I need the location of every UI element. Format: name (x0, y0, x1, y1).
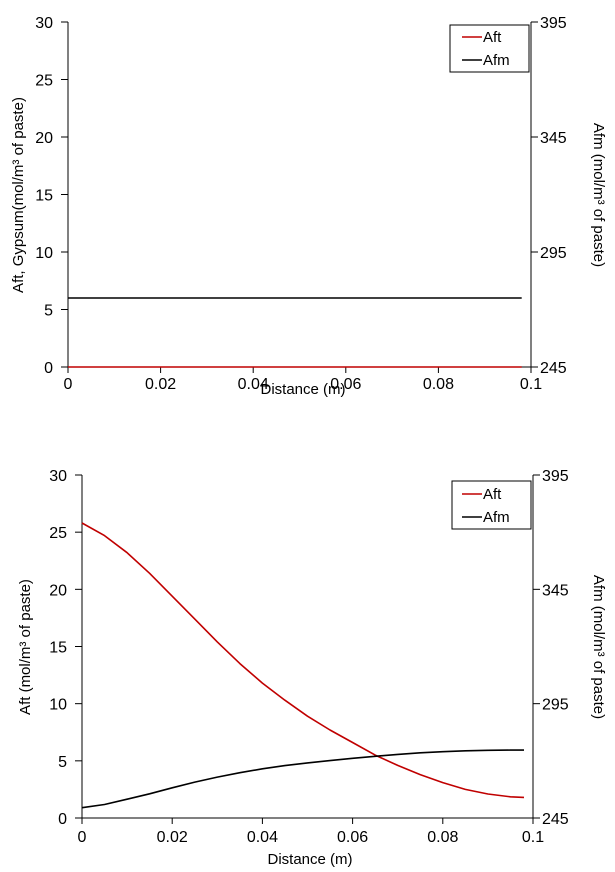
top-y-tick-label: 25 (35, 73, 53, 90)
top-y2-axis-label: Afm (mol/m³ of paste) (590, 123, 607, 267)
top-y-tick-label: 15 (35, 188, 53, 205)
bottom-series-aft-line (81, 522, 525, 799)
top-x-tick-label: 0.02 (145, 376, 176, 393)
top-legend-box (449, 24, 530, 73)
top-x-tick-label: 0.08 (423, 376, 454, 393)
bottom-y-tick-label: 30 (49, 468, 67, 485)
bottom-x-tick-label: 0 (78, 829, 87, 846)
top-y-axis-label: Aft, Gypsum(mol/m³ of paste) (10, 97, 27, 293)
top-chart: 0 5 10 15 20 25 30 245 295 345 395 0 0.02 0.04 0.06 0… (10, 15, 607, 398)
top-y2-tick-label: 295 (540, 245, 567, 262)
bottom-x-tick-label: 0.02 (157, 829, 188, 846)
top-y-tick-label: 30 (35, 15, 53, 32)
bottom-legend-afm-label: Afm (483, 509, 510, 526)
bottom-legend: Aft Afm (451, 480, 532, 530)
top-y-tick-label: 0 (44, 360, 53, 377)
bottom-x-tick-label: 0.08 (427, 829, 458, 846)
bottom-y2-tick-label: 295 (542, 697, 569, 714)
bottom-x-tick-label: 0.04 (247, 829, 278, 846)
top-legend: Aft Afm (449, 24, 530, 73)
bottom-y2-axis-label: Afm (mol/m³ of paste) (590, 575, 607, 719)
bottom-x-tick-label: 0.1 (522, 829, 544, 846)
bottom-y2-tick-label: 345 (542, 582, 569, 599)
bottom-y-tick-label: 20 (49, 582, 67, 599)
bottom-y2-tick-label: 395 (542, 468, 569, 485)
top-y-tick-label: 5 (44, 303, 53, 320)
bottom-series-afm-line (81, 749, 524, 809)
top-x-tick-label: 0.06 (330, 376, 361, 393)
bottom-y-tick-label: 10 (49, 697, 67, 714)
bottom-y-axis-label: Aft (mol/m³ of paste) (17, 579, 34, 715)
bottom-chart: 0 5 10 15 20 25 30 245 295 345 395 0 0.02 0.04 0.06 0… (17, 468, 607, 868)
bottom-y-tick-label: 0 (58, 811, 67, 828)
top-legend-afm-label: Afm (483, 52, 510, 69)
top-x-axis-label: Distance (m) (260, 381, 345, 398)
top-legend-aft-label: Aft (483, 29, 502, 46)
top-y-tick-label: 20 (35, 130, 53, 147)
bottom-y-tick-label: 15 (49, 640, 67, 657)
top-y2-tick-label: 245 (540, 360, 567, 377)
top-x-tick-label: 0.04 (238, 376, 269, 393)
top-x-tick-label: 0 (64, 376, 73, 393)
bottom-y-tick-label: 5 (58, 754, 67, 771)
bottom-y-tick-label: 25 (49, 525, 67, 542)
bottom-legend-aft-label: Aft (483, 486, 502, 503)
top-y2-tick-label: 345 (540, 130, 567, 147)
top-y2-tick-label: 395 (540, 15, 567, 32)
bottom-x-axis-label: Distance (m) (267, 851, 352, 868)
top-y-tick-label: 10 (35, 245, 53, 262)
top-x-tick-label: 0.1 (520, 376, 542, 393)
bottom-y2-tick-label: 245 (542, 811, 569, 828)
bottom-legend-box (451, 480, 532, 530)
bottom-x-tick-label: 0.06 (337, 829, 368, 846)
